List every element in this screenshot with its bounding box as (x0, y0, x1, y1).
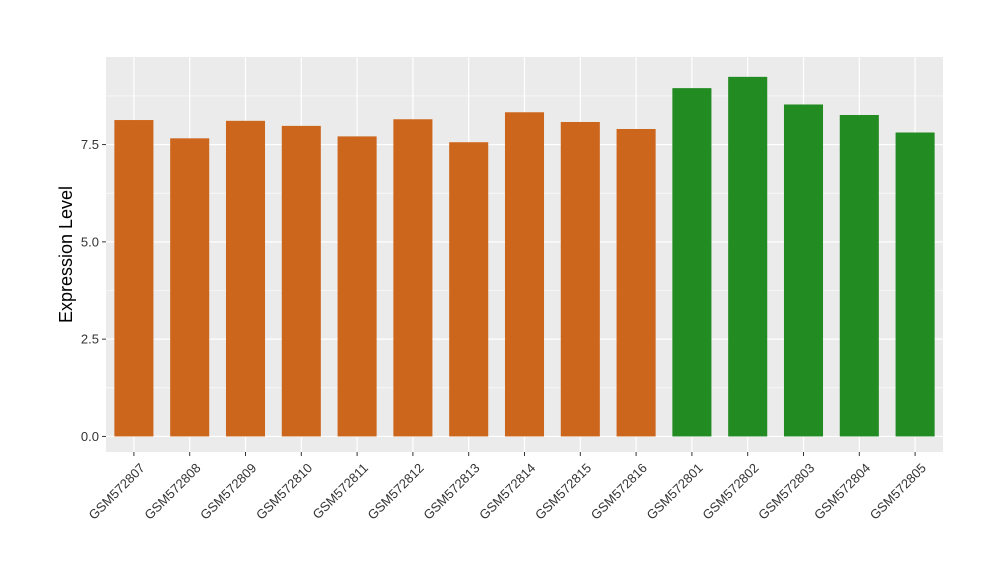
bar-GSM572809 (225, 120, 266, 437)
x-tick-label: GSM572802 (699, 460, 761, 522)
bar-GSM572811 (337, 136, 377, 437)
x-tick-label: GSM572814 (476, 460, 538, 522)
x-tick-label: GSM572812 (365, 460, 427, 522)
x-tick-label: GSM572808 (141, 460, 203, 522)
y-axis: 0.0 2.5 5.0 7.5 (81, 137, 106, 444)
x-tick-label: GSM572803 (755, 460, 817, 522)
bar-GSM572816 (616, 128, 656, 437)
bars (114, 76, 935, 437)
x-tick-label: GSM572816 (588, 460, 650, 522)
bar-GSM572801 (672, 88, 712, 437)
bar-GSM572804 (839, 114, 879, 437)
x-tick-label: GSM572809 (197, 460, 259, 522)
x-tick-label: GSM572813 (420, 460, 482, 522)
x-tick-label: GSM572801 (644, 460, 706, 522)
bar-GSM572814 (504, 112, 545, 437)
bar-GSM572815 (560, 121, 600, 437)
bar-GSM572810 (281, 125, 321, 437)
x-tick-label: GSM572804 (811, 460, 873, 522)
bar-GSM572807 (114, 120, 154, 437)
x-tick-label: GSM572811 (309, 460, 371, 522)
x-tick-label: GSM572805 (867, 460, 929, 522)
bar-GSM572805 (895, 132, 935, 437)
bar-GSM572802 (728, 76, 768, 437)
bar-GSM572808 (170, 138, 210, 437)
x-tick-label: GSM572810 (253, 460, 315, 522)
bar-GSM572812 (393, 119, 433, 437)
x-tick-label: GSM572807 (86, 460, 148, 522)
y-tick-label: 0.0 (81, 429, 99, 444)
y-tick-label: 5.0 (81, 234, 99, 249)
y-tick-label: 2.5 (81, 332, 99, 347)
bar-GSM572813 (449, 142, 489, 437)
bar-GSM572803 (783, 104, 824, 437)
y-tick-label: 7.5 (81, 137, 99, 152)
y-axis-title: Expression Level (56, 186, 76, 323)
x-tick-label: GSM572815 (532, 460, 594, 522)
x-axis: GSM572807GSM572808GSM572809GSM572810GSM5… (86, 452, 929, 523)
